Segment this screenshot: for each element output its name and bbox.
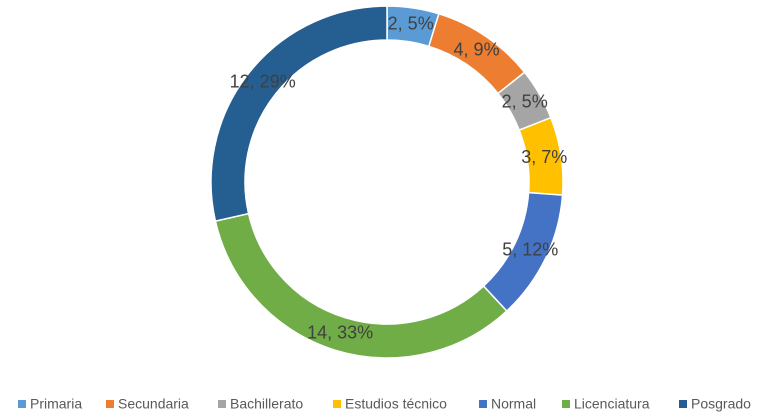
data-label: 2, 5% xyxy=(502,91,548,111)
legend-label: Bachillerato xyxy=(230,396,303,412)
legend-swatch xyxy=(18,400,26,408)
legend-swatch xyxy=(333,400,341,408)
legend-swatch xyxy=(106,400,114,408)
data-label: 3, 7% xyxy=(521,147,567,167)
legend-label: Normal xyxy=(491,396,536,412)
legend-label: Primaria xyxy=(30,396,82,412)
legend-swatch xyxy=(562,400,570,408)
data-label: 12, 29% xyxy=(230,72,296,92)
legend-swatch xyxy=(218,400,226,408)
legend-label: Estudios técnico xyxy=(345,396,447,412)
legend-label: Licenciatura xyxy=(574,396,650,412)
legend-label: Secundaria xyxy=(118,396,189,412)
legend-label: Posgrado xyxy=(691,396,751,412)
data-label: 2, 5% xyxy=(388,14,434,34)
legend-swatch xyxy=(479,400,487,408)
donut-segment xyxy=(210,5,388,223)
data-label: 5, 12% xyxy=(502,240,558,260)
data-label: 14, 33% xyxy=(307,323,373,343)
data-label: 4, 9% xyxy=(454,39,500,59)
legend-swatch xyxy=(679,400,687,408)
